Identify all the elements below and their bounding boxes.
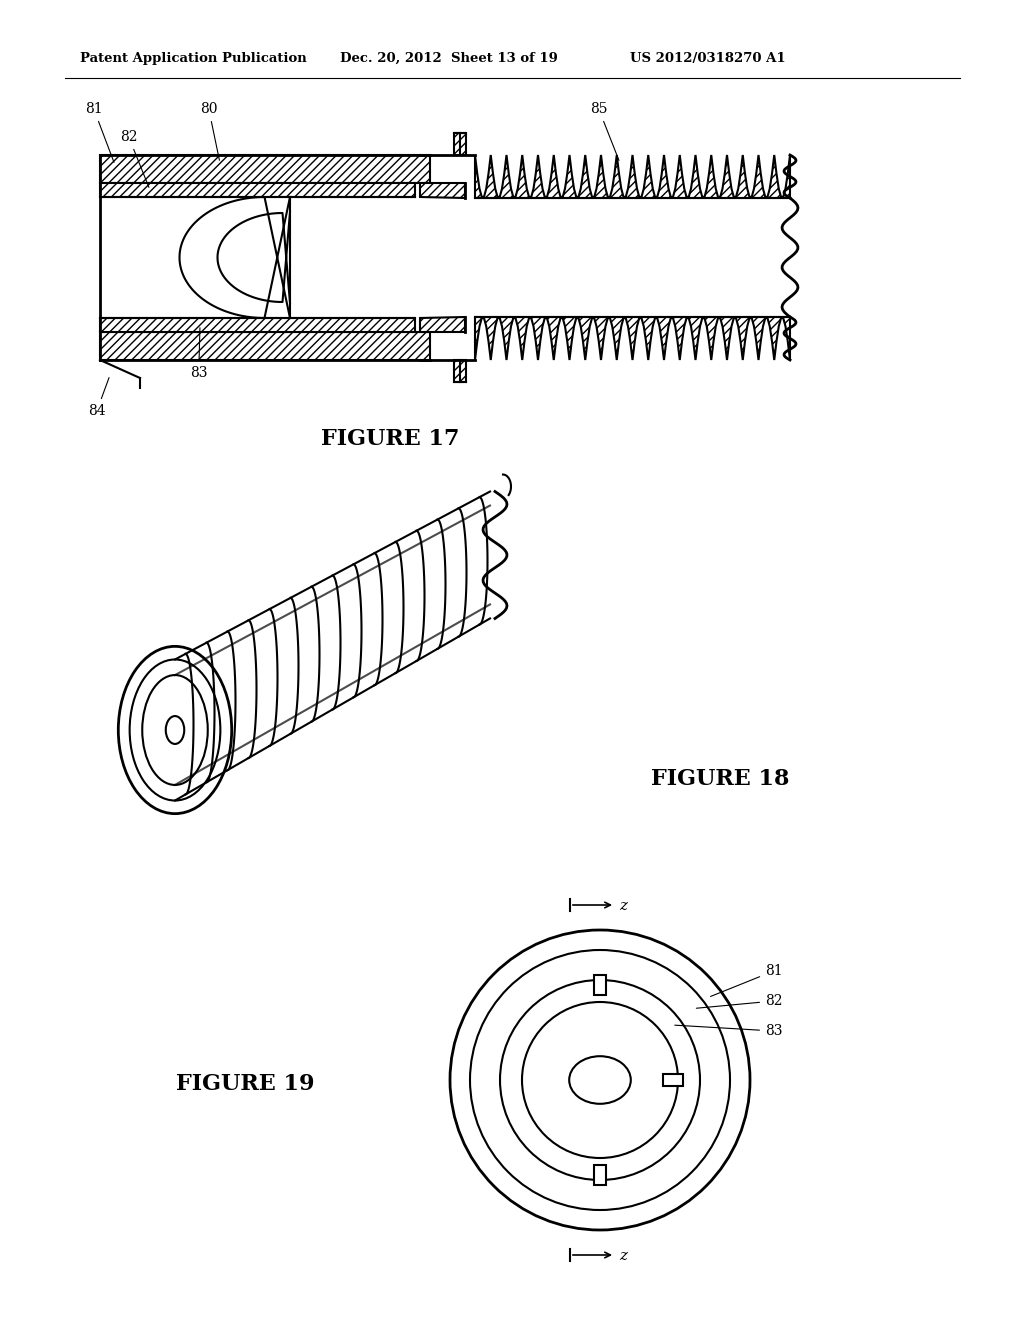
- Text: z: z: [618, 899, 627, 913]
- Text: FIGURE 18: FIGURE 18: [650, 768, 790, 789]
- Text: z: z: [618, 1249, 627, 1263]
- Text: 80: 80: [200, 102, 219, 160]
- Text: FIGURE 17: FIGURE 17: [321, 428, 459, 450]
- Text: 82: 82: [696, 994, 782, 1008]
- Text: 82: 82: [120, 129, 148, 187]
- Text: 81: 81: [85, 102, 114, 162]
- Text: Dec. 20, 2012  Sheet 13 of 19: Dec. 20, 2012 Sheet 13 of 19: [340, 51, 558, 65]
- Polygon shape: [475, 154, 790, 198]
- Bar: [663, 1074, 683, 1086]
- Text: 84: 84: [88, 378, 109, 418]
- Bar: [100, 183, 415, 197]
- Polygon shape: [420, 317, 465, 333]
- Bar: [454, 133, 466, 154]
- Polygon shape: [420, 183, 465, 198]
- Bar: [100, 318, 415, 333]
- Text: Patent Application Publication: Patent Application Publication: [80, 51, 307, 65]
- Polygon shape: [475, 317, 790, 360]
- Text: 85: 85: [590, 102, 618, 161]
- Text: 83: 83: [675, 1024, 782, 1038]
- Bar: [100, 333, 430, 360]
- Bar: [594, 1166, 606, 1185]
- Text: 83: 83: [190, 327, 208, 380]
- Text: 81: 81: [711, 964, 782, 997]
- Bar: [454, 360, 466, 381]
- Bar: [594, 975, 606, 995]
- Bar: [100, 154, 430, 183]
- Text: US 2012/0318270 A1: US 2012/0318270 A1: [630, 51, 785, 65]
- Text: FIGURE 19: FIGURE 19: [176, 1073, 314, 1096]
